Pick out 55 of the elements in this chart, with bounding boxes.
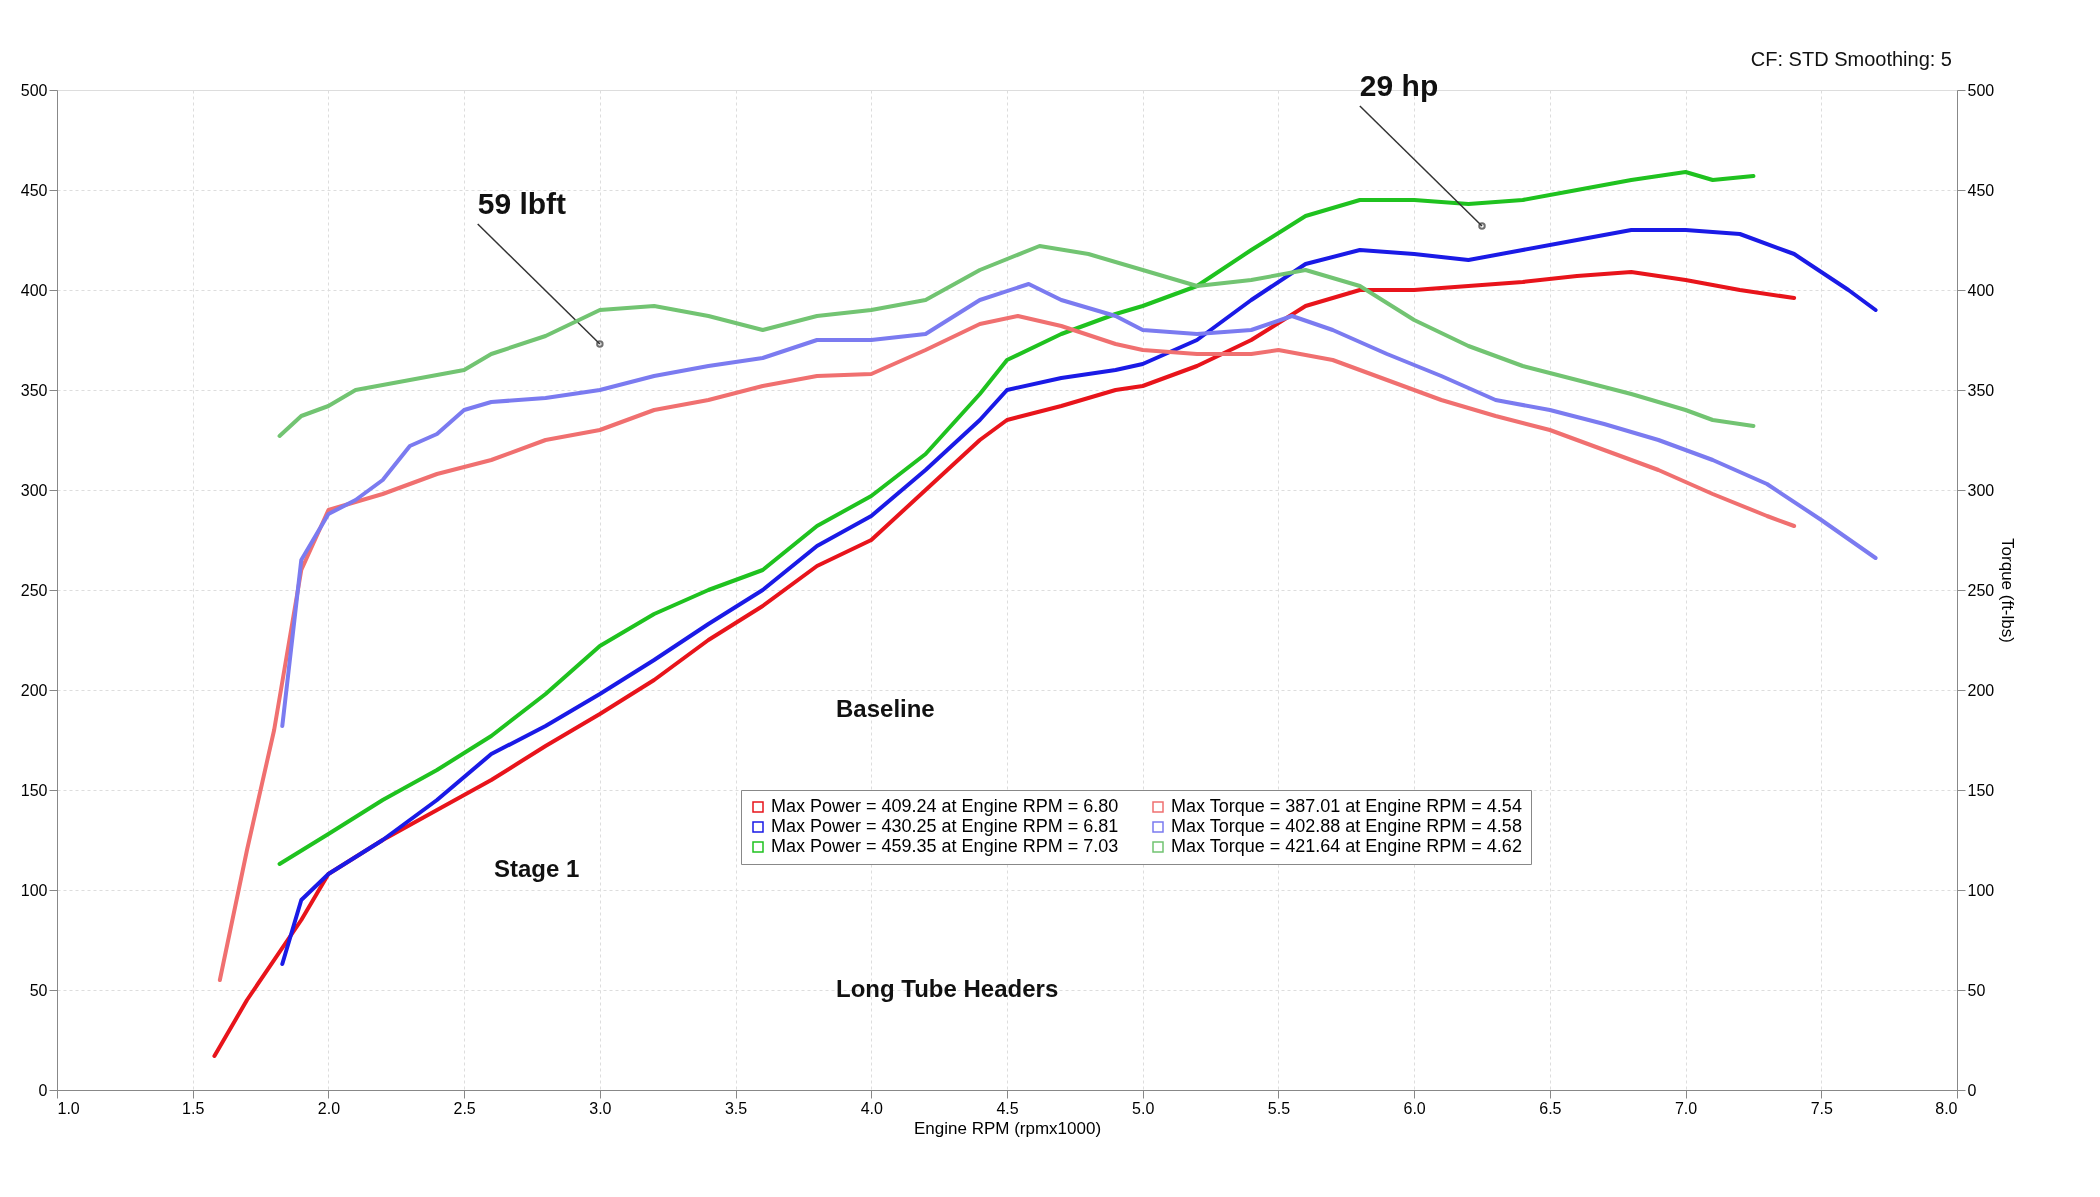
x-tick-label: 1.0 [57, 1099, 80, 1117]
annotation: 59 lbft [477, 187, 567, 220]
x-tick-label: 2.5 [453, 1099, 476, 1117]
y-tick-label: 300 [20, 481, 48, 499]
x-tick-label: 5.5 [1267, 1099, 1291, 1117]
y2-tick-label: 350 [1967, 381, 1995, 399]
legend-label: Max Power = 459.35 at Engine RPM = 7.03 [771, 836, 1119, 856]
y-tick-label: 100 [20, 881, 48, 899]
annotation: Baseline [836, 695, 935, 722]
x-tick-label: 3.0 [589, 1099, 612, 1117]
legend-label: Max Torque = 421.64 at Engine RPM = 4.62 [1171, 836, 1522, 856]
y2-tick-label: 200 [1967, 681, 1995, 699]
legend-label: Max Power = 430.25 at Engine RPM = 6.81 [771, 816, 1119, 836]
y-tick-label: 450 [20, 181, 48, 199]
y-tick-label: 0 [38, 1081, 48, 1099]
legend-label: Max Torque = 387.01 at Engine RPM = 4.54 [1171, 796, 1522, 816]
line-series [212, 270, 1797, 1058]
y-tick-label: 400 [20, 281, 48, 299]
x-tick-label: 4.5 [996, 1099, 1019, 1117]
x-tick-label: 6.0 [1403, 1099, 1426, 1117]
y2-axis-title: Torque (ft-lbs) [1998, 538, 2018, 643]
x-tick-label: 8.0 [1935, 1099, 1958, 1117]
y2-tick-label: 500 [1967, 81, 1995, 99]
y2-tick-label: 400 [1967, 281, 1995, 299]
y-tick-label: 350 [20, 381, 48, 399]
annotation: Long Tube Headers [836, 975, 1059, 1002]
x-tick-label: 6.5 [1539, 1099, 1562, 1117]
y2-tick-label: 0 [1967, 1081, 1977, 1099]
x-axis-title: Engine RPM (rpmx1000) [913, 1118, 1102, 1138]
y-tick-label: 500 [20, 81, 48, 99]
annotation: Stage 1 [494, 855, 580, 882]
legend-label: Max Power = 409.24 at Engine RPM = 6.80 [771, 796, 1119, 816]
x-tick-label: 1.5 [182, 1099, 205, 1117]
x-tick-label: 2.0 [317, 1099, 341, 1117]
y2-tick-label: 150 [1967, 781, 1995, 799]
annotation: 29 hp [1359, 69, 1439, 102]
legend-label: Max Torque = 402.88 at Engine RPM = 4.58 [1171, 816, 1522, 836]
x-tick-label: 5.0 [1132, 1099, 1155, 1117]
y-tick-label: 200 [20, 681, 48, 699]
x-tick-label: 7.5 [1810, 1099, 1833, 1117]
y-tick-label: 50 [29, 981, 48, 999]
line-series [280, 228, 1878, 966]
x-tick-label: 4.0 [860, 1099, 883, 1117]
y2-tick-label: 450 [1967, 181, 1995, 199]
y2-tick-label: 250 [1967, 581, 1995, 599]
line-series [280, 282, 1878, 728]
y2-tick-label: 300 [1967, 481, 1995, 499]
y2-tick-label: 50 [1967, 981, 1986, 999]
y2-tick-label: 100 [1967, 881, 1995, 899]
text: CF: STD Smoothing: 5 [1750, 48, 1952, 70]
y-tick-label: 150 [20, 781, 48, 799]
x-tick-label: 7.0 [1674, 1099, 1698, 1117]
x-tick-label: 3.5 [724, 1099, 748, 1117]
line-series [277, 244, 1756, 438]
y-tick-label: 250 [20, 581, 48, 599]
